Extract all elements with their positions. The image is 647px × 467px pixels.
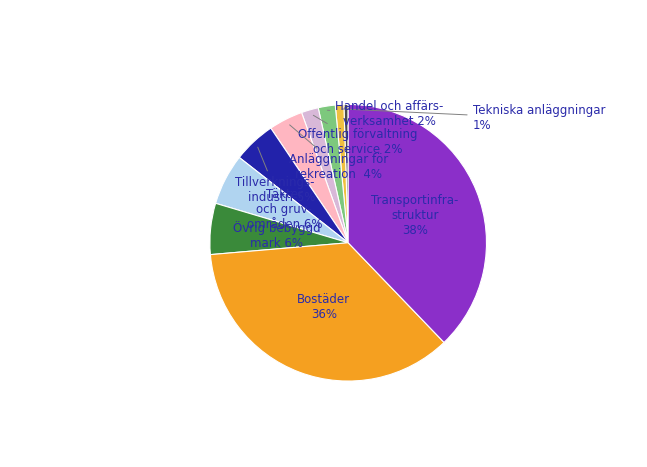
- Text: Tillverknings-
industri 5%: Tillverknings- industri 5%: [236, 147, 315, 204]
- Wedge shape: [215, 157, 348, 243]
- Text: Handel och affärs-
verksamhet 2%: Handel och affärs- verksamhet 2%: [327, 100, 444, 128]
- Wedge shape: [348, 105, 487, 342]
- Text: Tekniska anläggningar
1%: Tekniska anläggningar 1%: [342, 104, 605, 132]
- Wedge shape: [302, 108, 348, 243]
- Text: Offentlig förvaltning
och service 2%: Offentlig förvaltning och service 2%: [298, 115, 417, 156]
- Text: Anläggningar för
rekreation  4%: Anläggningar för rekreation 4%: [289, 125, 388, 181]
- Text: Bostäder
36%: Bostäder 36%: [297, 293, 351, 321]
- Text: Täkter
och gruv-
områden 6%: Täkter och gruv- områden 6%: [247, 188, 322, 231]
- Wedge shape: [344, 105, 348, 243]
- Text: Transportinfra-
struktur
38%: Transportinfra- struktur 38%: [371, 194, 459, 237]
- Text: Övrig bebyggd
mark 6%: Övrig bebyggd mark 6%: [233, 221, 320, 250]
- Wedge shape: [335, 105, 348, 243]
- Wedge shape: [318, 105, 348, 243]
- Wedge shape: [239, 128, 348, 243]
- Wedge shape: [210, 243, 444, 381]
- Wedge shape: [271, 113, 348, 243]
- Wedge shape: [210, 203, 348, 255]
